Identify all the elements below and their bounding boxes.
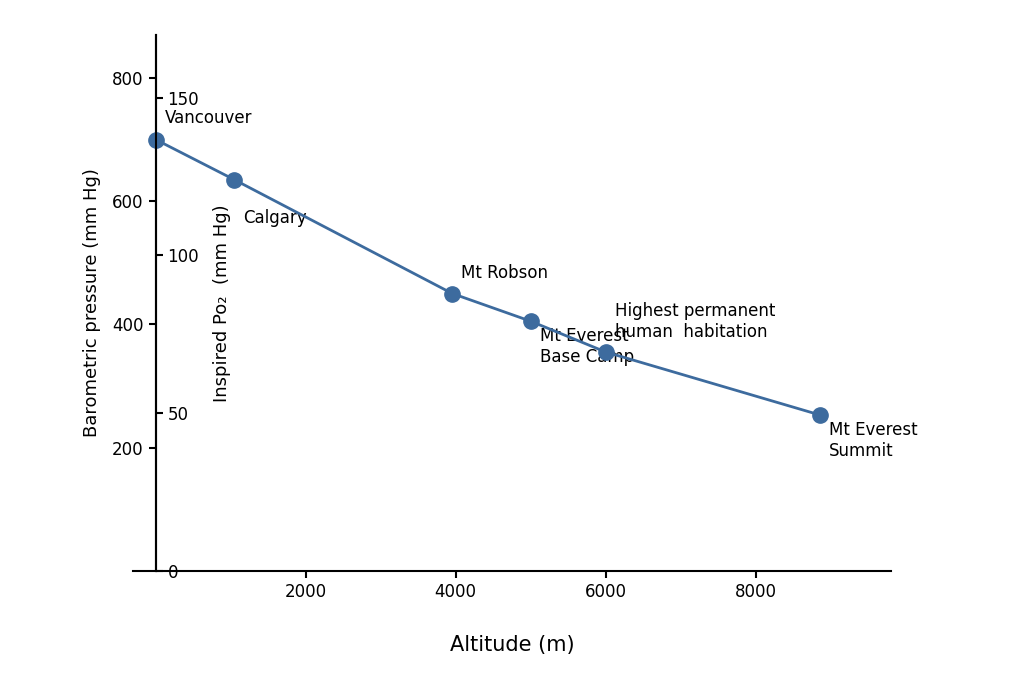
Y-axis label: Inspired Po₂  (mm Hg): Inspired Po₂ (mm Hg) (213, 204, 231, 402)
Text: Vancouver: Vancouver (165, 109, 252, 127)
Text: Mt Everest
Base Camp: Mt Everest Base Camp (540, 327, 634, 366)
Text: Highest permanent
human  habitation: Highest permanent human habitation (614, 302, 775, 341)
Text: Mt Everest
Summit: Mt Everest Summit (828, 421, 918, 460)
X-axis label: Altitude (m): Altitude (m) (450, 635, 574, 655)
Text: Mt Robson: Mt Robson (461, 264, 548, 283)
Text: Calgary: Calgary (243, 209, 306, 227)
Y-axis label: Barometric pressure (mm Hg): Barometric pressure (mm Hg) (83, 168, 101, 437)
